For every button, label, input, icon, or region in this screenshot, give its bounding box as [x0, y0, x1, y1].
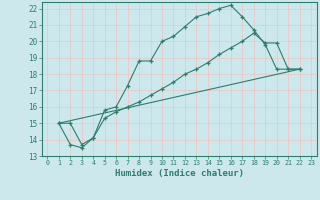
- X-axis label: Humidex (Indice chaleur): Humidex (Indice chaleur): [115, 169, 244, 178]
